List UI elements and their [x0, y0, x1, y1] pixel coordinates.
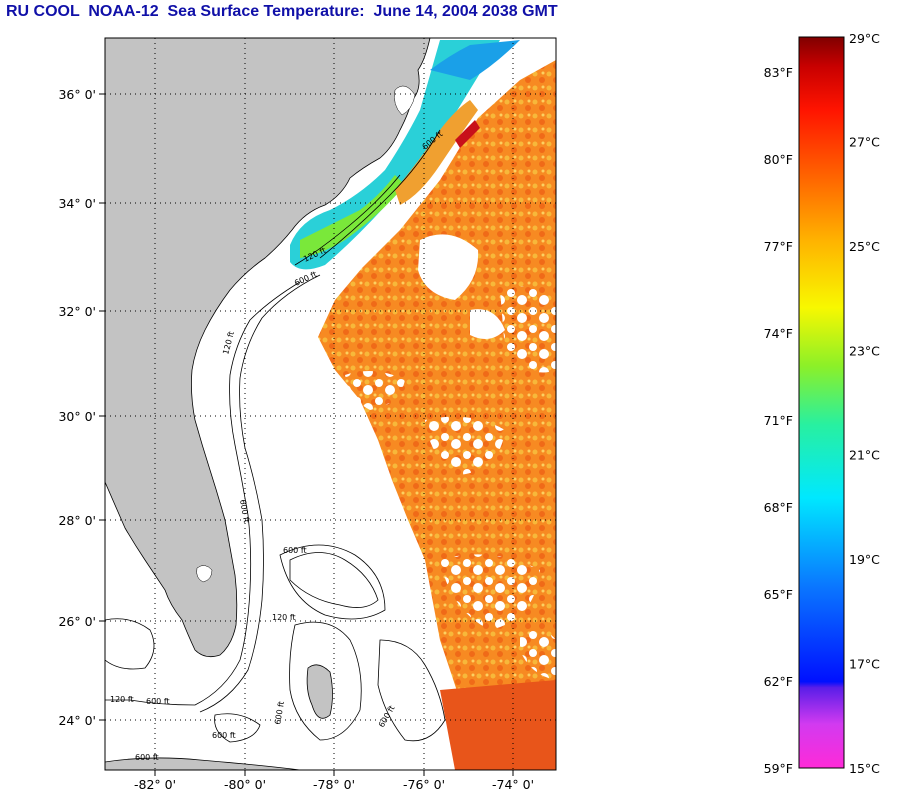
sst-swath-south: [440, 680, 556, 770]
map-title: RU COOL NOAA-12 Sea Surface Temperature:…: [6, 3, 558, 20]
gulf-stream-warm: [455, 120, 480, 148]
graticule: [105, 38, 556, 770]
colorbar-fahrenheit-label: 83°F: [764, 65, 793, 80]
contour-label: 600 ft: [283, 546, 307, 555]
colorbar-celsius-label: 15°C: [849, 761, 880, 776]
colorbar-celsius-label: 23°C: [849, 343, 880, 358]
lat-label: 24° 0': [58, 713, 96, 728]
coastal-cool-water: [430, 40, 520, 80]
depth-contours: [105, 129, 446, 743]
contour-label: 120 ft: [110, 695, 134, 704]
contour-label: 600 ft: [135, 753, 159, 762]
axis-ticks: [99, 93, 514, 776]
colorbar-fahrenheit-label: 65°F: [764, 587, 793, 602]
contour-label: 600 ft: [146, 697, 170, 706]
cloud-gap: [345, 371, 405, 410]
colorbar-celsius-label: 29°C: [849, 31, 880, 46]
land-cuba: [105, 757, 301, 770]
cloud-gap: [440, 554, 540, 630]
gulf-stream-warm: [395, 100, 478, 205]
lat-label: 36° 0': [58, 87, 96, 102]
contour-label: 600 ft: [238, 499, 251, 524]
colorbar-celsius-label: 17°C: [849, 657, 880, 672]
lat-label: 26° 0': [58, 614, 96, 629]
lon-label: -78° 0': [313, 777, 355, 792]
colorbar-fahrenheit-label: 74°F: [764, 326, 793, 341]
land-andros: [306, 664, 333, 719]
colorbar-fahrenheit-label: 59°F: [764, 761, 793, 776]
coastal-cool-water: [290, 40, 500, 270]
colorbar-fahrenheit-label: 77°F: [764, 239, 793, 254]
colorbar-celsius-label: 21°C: [849, 448, 880, 463]
colorbar-celsius-label: 25°C: [849, 239, 880, 254]
contour-label: 600 ft: [273, 701, 286, 726]
map-border: [104, 37, 557, 771]
lake-okeechobee: [196, 565, 213, 583]
cloud-gap: [520, 628, 556, 680]
colorbar-fahrenheit-label: 80°F: [764, 152, 793, 167]
cloud-gap: [470, 309, 505, 339]
lat-label: 34° 0': [58, 196, 96, 211]
lat-label: 30° 0': [58, 409, 96, 424]
colorbar-celsius-label: 19°C: [849, 552, 880, 567]
colorbar-gradient: [798, 36, 845, 769]
lat-label: 32° 0': [58, 304, 96, 319]
colorbar-fahrenheit-label: 71°F: [764, 413, 793, 428]
lat-label: 28° 0': [58, 513, 96, 528]
colorbar-celsius-label: 27°C: [849, 134, 880, 149]
lon-label: -74° 0': [492, 777, 534, 792]
land-mainland: [105, 38, 431, 658]
coastal-cool-water: [300, 175, 405, 258]
colorbar-fahrenheit-label: 68°F: [764, 500, 793, 515]
colorbar-fahrenheit-label: 62°F: [764, 674, 793, 689]
lon-label: -80° 0': [224, 777, 266, 792]
contour-label: 600 ft: [212, 731, 236, 740]
contour-label: 120 ft: [272, 613, 296, 622]
lon-label: -82° 0': [134, 777, 176, 792]
sst-swath: [318, 60, 556, 700]
cloud-gap: [418, 234, 479, 300]
lon-label: -76° 0': [403, 777, 445, 792]
cloud-gap: [425, 416, 505, 475]
cloud-gap: [500, 286, 556, 373]
sound-water: [394, 85, 416, 116]
